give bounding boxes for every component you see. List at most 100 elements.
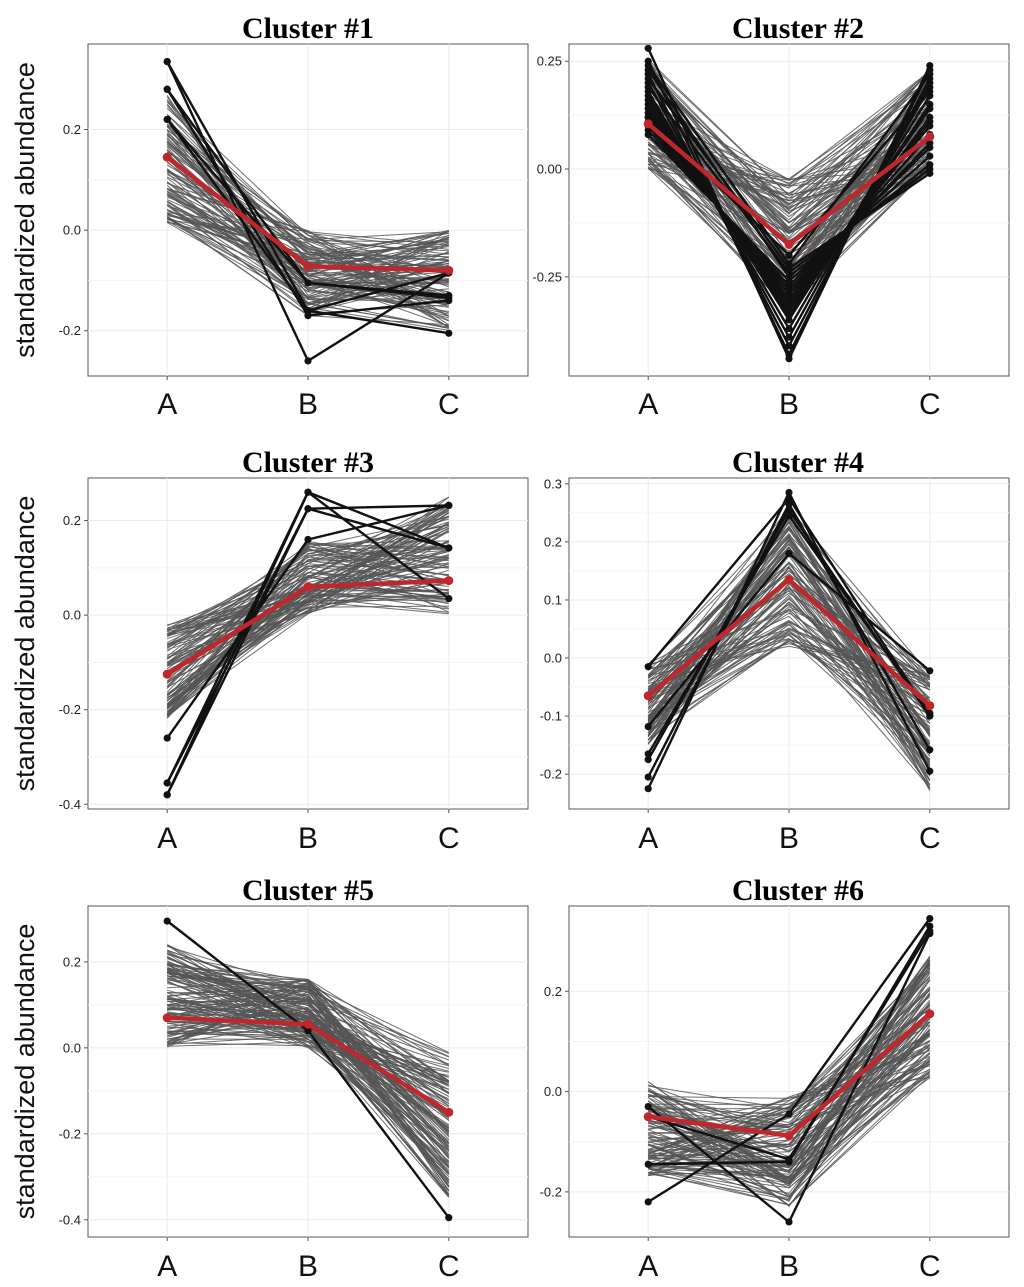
- profile-line: [648, 1071, 931, 1189]
- mean-point: [643, 119, 653, 129]
- highlighted-point: [644, 74, 652, 83]
- y-tick-label: 0.25: [537, 54, 562, 69]
- profile-line: [167, 971, 450, 1157]
- panel-title: Cluster #5: [242, 874, 374, 907]
- highlighted-point: [163, 58, 171, 66]
- profile-line: [166, 575, 449, 716]
- profile-line: [167, 969, 450, 1159]
- profile-line: [167, 967, 450, 1054]
- y-tick-label: 0.0: [63, 223, 81, 238]
- highlighted-point: [785, 251, 793, 259]
- highlighted-point: [163, 917, 171, 925]
- profile-line: [167, 999, 450, 1188]
- profile-line: [166, 200, 449, 312]
- mean-point: [643, 691, 653, 701]
- highlighted-point: [785, 488, 793, 497]
- panel-title: Cluster #6: [732, 874, 864, 907]
- highlighted-point: [785, 350, 793, 359]
- y-tick-label: 0.2: [544, 534, 562, 549]
- highlighted-point: [926, 143, 934, 152]
- highlighted-point: [644, 44, 652, 52]
- profile-line: [167, 213, 449, 269]
- highlighted-point: [785, 512, 793, 520]
- highlighted-point: [926, 914, 934, 923]
- profile-line: [647, 964, 931, 1180]
- profile-line: [647, 69, 931, 228]
- y-tick-label: -0.2: [540, 767, 562, 782]
- mean-point: [303, 1019, 313, 1029]
- y-tick-label: -0.4: [59, 797, 81, 812]
- profile-line: [647, 70, 931, 214]
- highlighted-point: [304, 535, 312, 544]
- mean-point: [162, 152, 172, 162]
- profile-line: [647, 69, 931, 239]
- profile-line: [167, 1008, 450, 1166]
- profile-line: [647, 623, 931, 788]
- profile-line: [166, 216, 449, 297]
- profile-line: [648, 1049, 930, 1155]
- profile-line: [167, 990, 450, 1182]
- profile-line: [166, 971, 450, 1198]
- x-tick-label: B: [779, 1250, 799, 1283]
- mean-point: [925, 1009, 935, 1019]
- highlighted-point: [785, 324, 793, 333]
- profile-line: [648, 1076, 930, 1099]
- profile-line: [167, 1022, 449, 1076]
- y-axis-label: standardized abundance: [10, 62, 40, 358]
- profile-line: [166, 581, 449, 674]
- highlighted-point: [785, 1155, 793, 1163]
- profile-line: [166, 512, 450, 718]
- y-tick-label: -0.4: [59, 1212, 81, 1227]
- profile-line: [167, 987, 450, 1147]
- cluster-panel-2: -0.25 0.00 0.25 A B C Cluster #2: [532, 12, 1010, 421]
- highlighted-point: [644, 773, 652, 781]
- y-tick-label: 0.0: [63, 1040, 81, 1055]
- highlighted-point: [785, 342, 793, 350]
- panel-title: Cluster #4: [732, 446, 864, 479]
- highlighted-point: [163, 85, 171, 93]
- highlighted-point: [926, 711, 934, 719]
- highlighted-point: [926, 169, 934, 177]
- profile-line: [647, 633, 931, 752]
- y-tick-label: -0.2: [540, 1184, 562, 1199]
- x-tick-label: A: [157, 388, 177, 421]
- y-tick-label: -0.2: [59, 1126, 81, 1141]
- mean-point: [444, 576, 454, 586]
- mean-point: [162, 669, 172, 679]
- panel-title: Cluster #1: [242, 12, 374, 45]
- profile-line: [166, 560, 449, 630]
- cluster-panel-4: -0.2 -0.1 0.0 0.1 0.2 0.3 A B C Cluster #4: [540, 446, 1010, 855]
- highlighted-point: [644, 61, 652, 70]
- mean-point: [925, 132, 935, 142]
- y-tick-label: -0.25: [532, 269, 562, 284]
- profile-line: [167, 1002, 450, 1150]
- highlighted-point: [926, 87, 934, 96]
- profile-line: [166, 529, 450, 688]
- highlighted-point: [785, 1110, 793, 1118]
- profile-line: [648, 1047, 931, 1200]
- highlighted-point: [926, 70, 934, 78]
- profile-line: [648, 1075, 931, 1175]
- x-tick-label: C: [919, 388, 941, 421]
- highlighted-point: [644, 750, 652, 758]
- profile-line: [166, 565, 449, 659]
- profile-line: [166, 217, 449, 301]
- highlighted-point: [644, 663, 652, 671]
- x-tick-label: A: [638, 388, 658, 421]
- profile-line: [166, 105, 449, 293]
- profile-line: [166, 951, 450, 1107]
- y-tick-label: 0.00: [537, 162, 562, 177]
- profile-line: [647, 590, 931, 735]
- profile-line: [166, 539, 450, 716]
- profile-line: [166, 543, 449, 689]
- highlighted-point: [644, 83, 652, 91]
- mean-point: [784, 239, 794, 249]
- highlighted-point: [445, 1214, 453, 1222]
- y-tick-label: 0.2: [63, 513, 81, 528]
- y-tick-label: -0.1: [540, 709, 562, 724]
- highlighted-point: [304, 307, 312, 315]
- highlighted-point: [644, 1103, 652, 1111]
- highlighted-point: [785, 333, 793, 341]
- highlighted-point: [445, 594, 453, 603]
